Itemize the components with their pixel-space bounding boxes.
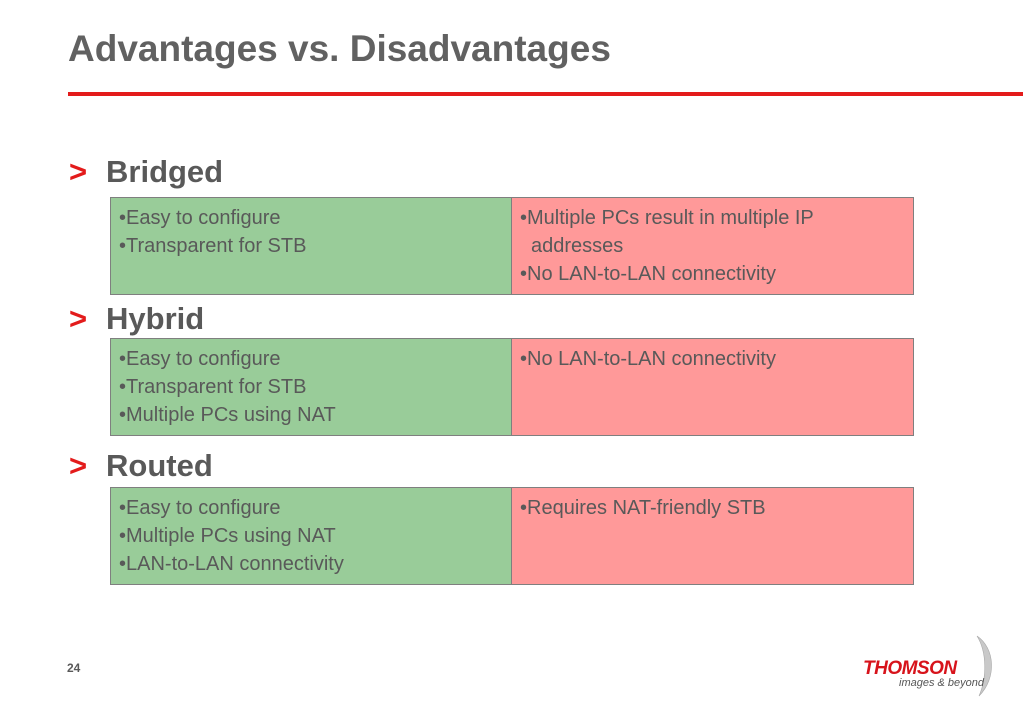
- advantage-item: •Multiple PCs using NAT: [119, 404, 336, 426]
- logo-wordmark: THOMSON: [863, 658, 957, 679]
- comparison-table-hybrid: •Easy to configure •Transparent for STB …: [110, 338, 914, 436]
- disadvantage-item: •Multiple PCs result in multiple IP: [520, 207, 814, 229]
- disadvantages-cell: •No LAN-to-LAN connectivity: [512, 339, 913, 435]
- title-divider: [68, 92, 1023, 96]
- logo-swoosh-icon: [976, 635, 992, 697]
- thomson-logo: THOMSON images & beyond: [855, 634, 1000, 698]
- advantage-item: •LAN-to-LAN connectivity: [119, 553, 344, 575]
- disadvantages-cell: •Requires NAT-friendly STB: [512, 488, 913, 584]
- disadvantage-item: •Requires NAT-friendly STB: [520, 497, 766, 519]
- advantage-item: •Multiple PCs using NAT: [119, 525, 336, 547]
- advantage-item: •Transparent for STB: [119, 376, 307, 398]
- section-heading-routed: > Routed: [69, 447, 213, 483]
- advantages-cell: •Easy to configure •Transparent for STB …: [111, 339, 512, 435]
- section-label: Routed: [106, 447, 213, 483]
- page-number: 24: [67, 661, 81, 675]
- arrow-bullet-icon: >: [69, 300, 88, 336]
- advantages-cell: •Easy to configure •Transparent for STB: [111, 198, 512, 294]
- comparison-table-bridged: •Easy to configure •Transparent for STB …: [110, 197, 914, 295]
- slide-title: Advantages vs. Disadvantages: [68, 28, 611, 69]
- advantage-item: •Transparent for STB: [119, 235, 307, 257]
- section-label: Hybrid: [106, 300, 205, 336]
- section-heading-hybrid: > Hybrid: [69, 300, 204, 336]
- arrow-bullet-icon: >: [69, 153, 88, 189]
- comparison-table-routed: •Easy to configure •Multiple PCs using N…: [110, 487, 914, 585]
- disadvantages-cell: •Multiple PCs result in multiple IP addr…: [512, 198, 913, 294]
- advantage-item: •Easy to configure: [119, 207, 281, 229]
- arrow-bullet-icon: >: [69, 447, 88, 483]
- logo-tagline: images & beyond: [899, 677, 984, 689]
- advantages-cell: •Easy to configure •Multiple PCs using N…: [111, 488, 512, 584]
- section-heading-bridged: > Bridged: [69, 153, 223, 189]
- disadvantage-item: addresses: [531, 235, 624, 257]
- advantage-item: •Easy to configure: [119, 348, 281, 370]
- section-label: Bridged: [106, 153, 224, 189]
- disadvantage-item: •No LAN-to-LAN connectivity: [520, 348, 776, 370]
- disadvantage-item: •No LAN-to-LAN connectivity: [520, 263, 776, 285]
- advantage-item: •Easy to configure: [119, 497, 281, 519]
